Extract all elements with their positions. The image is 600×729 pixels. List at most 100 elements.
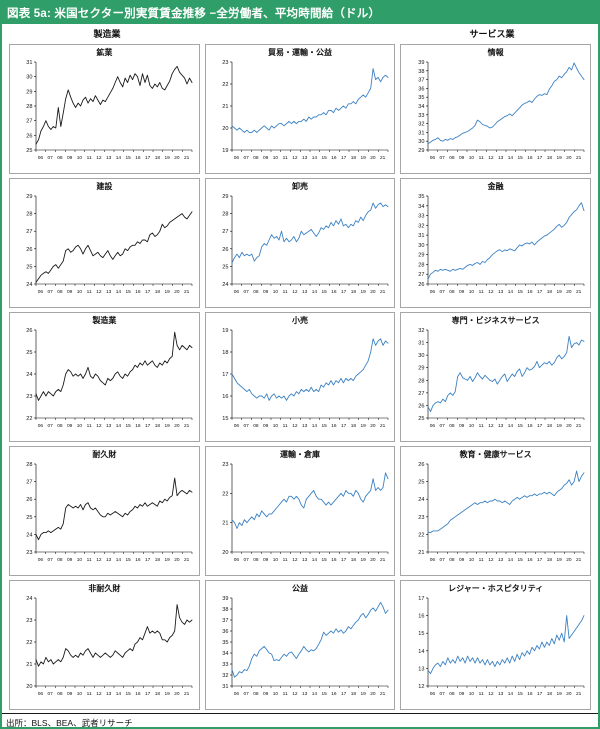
y-tick-label: 17 bbox=[222, 372, 228, 378]
y-tick-label: 26 bbox=[418, 462, 424, 468]
y-tick-label: 27 bbox=[222, 229, 228, 235]
y-tick-label: 25 bbox=[27, 350, 33, 356]
x-tick-label: 06 bbox=[234, 423, 240, 429]
y-tick-label: 27 bbox=[27, 229, 33, 235]
x-tick-label: 21 bbox=[576, 155, 582, 161]
x-tick-label: 15 bbox=[126, 423, 132, 429]
chart-title: 公益 bbox=[291, 584, 308, 593]
x-tick-label: 10 bbox=[468, 155, 474, 161]
y-tick-label: 24 bbox=[418, 497, 424, 503]
data-series bbox=[427, 62, 585, 145]
x-tick-label: 11 bbox=[283, 557, 288, 563]
x-tick-label: 08 bbox=[449, 423, 455, 429]
data-series bbox=[427, 335, 585, 413]
x-tick-label: 11 bbox=[87, 289, 92, 295]
x-tick-label: 18 bbox=[351, 691, 357, 697]
x-tick-label: 21 bbox=[380, 423, 386, 429]
chart-panel-2: 情報 29 30 31 32 33 34 35 36 37 38 39 06 07 08 09 10 11 12 13… bbox=[400, 44, 591, 174]
y-tick-label: 21 bbox=[222, 104, 228, 110]
x-tick-label: 12 bbox=[488, 423, 494, 429]
x-tick-label: 20 bbox=[566, 557, 572, 563]
x-tick-label: 06 bbox=[38, 691, 44, 697]
y-tick-label: 34 bbox=[418, 204, 424, 210]
x-tick-label: 06 bbox=[38, 423, 44, 429]
y-tick-label: 22 bbox=[418, 532, 424, 538]
chart-title: レジャー・ホスピタリティ bbox=[448, 584, 544, 593]
x-tick-label: 12 bbox=[97, 691, 103, 697]
x-tick-label: 14 bbox=[312, 155, 318, 161]
x-tick-label: 06 bbox=[234, 691, 240, 697]
x-tick-label: 12 bbox=[97, 289, 103, 295]
chart-panel-3: 建設 24 25 26 27 28 29 06 07 08 09 10 11 12 13 14 15 16 17 18… bbox=[9, 178, 200, 308]
x-tick-label: 21 bbox=[184, 423, 190, 429]
x-tick-label: 21 bbox=[380, 289, 386, 295]
line-chart: 31 32 33 34 35 36 37 38 39 06 07 08 09 10 11 12 13 14 15 16… bbox=[222, 596, 389, 697]
x-tick-label: 08 bbox=[449, 557, 455, 563]
x-tick-label: 17 bbox=[145, 691, 151, 697]
y-tick-label: 31 bbox=[222, 684, 228, 690]
x-tick-label: 14 bbox=[116, 557, 122, 563]
x-tick-label: 15 bbox=[517, 155, 523, 161]
y-tick-label: 27 bbox=[27, 119, 33, 125]
x-tick-label: 16 bbox=[136, 155, 142, 161]
y-tick-label: 31 bbox=[418, 130, 424, 136]
x-tick-label: 16 bbox=[331, 691, 337, 697]
x-tick-label: 11 bbox=[283, 691, 288, 697]
x-tick-label: 14 bbox=[507, 691, 513, 697]
x-tick-label: 09 bbox=[459, 557, 465, 563]
x-tick-label: 08 bbox=[58, 155, 64, 161]
x-tick-label: 14 bbox=[507, 423, 513, 429]
y-tick-label: 31 bbox=[418, 233, 424, 239]
x-tick-label: 14 bbox=[116, 155, 122, 161]
chart-title: 運輸・倉庫 bbox=[279, 450, 320, 459]
x-tick-label: 19 bbox=[556, 155, 562, 161]
x-tick-label: 20 bbox=[566, 289, 572, 295]
chart-panel-12: 非耐久財 20 21 22 23 24 06 07 08 09 10 11 12 13 14 15 16 17 18… bbox=[9, 580, 200, 710]
x-tick-label: 19 bbox=[165, 155, 171, 161]
group-header-row: 製造業 サービス業 bbox=[2, 26, 598, 43]
x-tick-label: 15 bbox=[321, 557, 327, 563]
x-tick-label: 20 bbox=[370, 423, 376, 429]
x-tick-label: 19 bbox=[360, 557, 366, 563]
x-tick-label: 11 bbox=[283, 289, 288, 295]
x-tick-label: 19 bbox=[556, 423, 562, 429]
y-tick-label: 25 bbox=[27, 148, 33, 154]
x-tick-label: 20 bbox=[370, 289, 376, 295]
x-tick-label: 10 bbox=[273, 155, 279, 161]
x-tick-label: 21 bbox=[184, 289, 190, 295]
x-tick-label: 09 bbox=[67, 423, 73, 429]
chart-panel-7: 小売 15 16 17 18 19 06 07 08 09 10 11 12 13 14 15 16 17 18 19… bbox=[204, 312, 396, 442]
x-tick-label: 09 bbox=[67, 691, 73, 697]
x-tick-label: 10 bbox=[273, 289, 279, 295]
x-tick-label: 12 bbox=[97, 155, 103, 161]
x-tick-label: 21 bbox=[184, 557, 190, 563]
x-tick-label: 07 bbox=[439, 289, 445, 295]
y-tick-label: 30 bbox=[418, 139, 424, 145]
x-tick-label: 19 bbox=[556, 557, 562, 563]
x-tick-label: 17 bbox=[145, 155, 151, 161]
data-series bbox=[231, 68, 389, 133]
x-tick-label: 09 bbox=[263, 289, 269, 295]
y-tick-label: 35 bbox=[418, 194, 424, 200]
y-tick-label: 22 bbox=[222, 82, 228, 88]
x-tick-label: 18 bbox=[546, 557, 552, 563]
y-tick-label: 25 bbox=[27, 515, 33, 521]
x-tick-label: 09 bbox=[263, 557, 269, 563]
data-series bbox=[35, 477, 193, 541]
chart-title: 教育・健康サービス bbox=[459, 450, 532, 459]
x-tick-label: 13 bbox=[106, 423, 112, 429]
x-tick-label: 18 bbox=[155, 423, 161, 429]
x-tick-label: 09 bbox=[67, 155, 73, 161]
x-tick-label: 13 bbox=[498, 155, 504, 161]
chart-panel-6: 製造業 22 23 24 25 26 06 07 08 09 10 11 12 13 14 15 16 17 18 1… bbox=[9, 312, 200, 442]
chart-panel-5: 金融 26 27 28 29 30 31 32 33 34 35 06 07 08 09 10 11 12 13 14… bbox=[400, 178, 591, 308]
x-tick-label: 13 bbox=[106, 289, 112, 295]
x-tick-label: 12 bbox=[97, 423, 103, 429]
x-tick-label: 16 bbox=[527, 691, 533, 697]
y-tick-label: 32 bbox=[418, 223, 424, 229]
x-tick-label: 17 bbox=[145, 557, 151, 563]
